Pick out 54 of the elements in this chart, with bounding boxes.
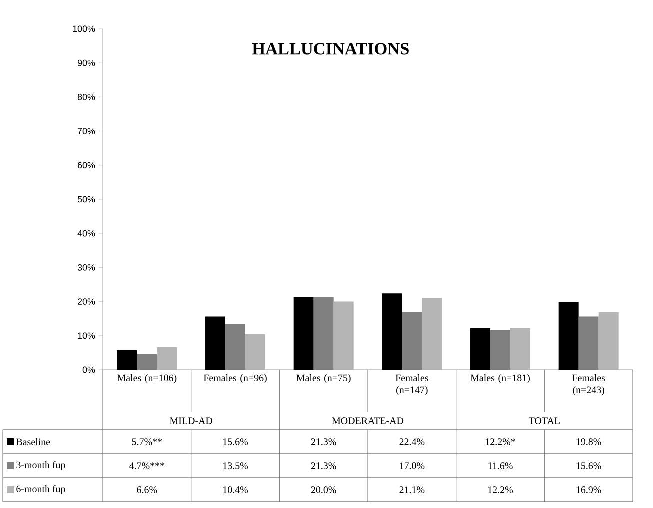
bar [117,350,138,370]
x-tick-label: Males (n=181) [470,374,530,384]
bar [294,297,314,370]
text: MILD-AD [170,418,213,424]
y-tick-label: 30% [78,264,96,271]
y-tick-label: 90% [78,60,96,66]
legend-label: 3-month fup [16,461,66,471]
text: MODERATE-AD [332,418,404,424]
data-label: 15.6% [224,438,248,446]
bar [382,294,402,370]
data-label: 21.3% [311,438,336,446]
legend-label: Baseline [16,438,50,446]
data-label: 12.2%* [486,438,516,446]
data-label: 6.6% [137,486,158,494]
data-label: 4.7%*** [130,462,165,470]
y-tick-label: 60% [78,162,96,169]
data-label: 10.4% [224,486,248,494]
data-label: 21.1% [400,486,425,494]
text: TOTAL [529,418,560,424]
data-label: 11.6% [488,462,513,470]
y-tick-label: 20% [78,298,96,305]
bar [206,316,226,370]
bar [334,302,354,370]
y-tick-label: 70% [78,128,96,134]
bar [470,328,491,370]
bar [246,334,266,370]
y-tick-label: 100% [73,26,96,32]
x-tick-label: Males (n=75) [296,374,351,384]
data-label: 5.7%** [132,438,162,446]
bar [422,298,442,370]
data-label: 15.6% [576,462,602,470]
y-tick-label: 0% [82,366,96,374]
bar [598,312,619,370]
data-label: 19.8% [576,438,602,446]
y-tick-label: 10% [78,332,96,340]
y-tick-label: 50% [78,196,96,203]
x-tick-label: Females (n=147) [396,374,428,396]
legend-label: 6-month fup [16,485,66,495]
x-tick-label: Females (n=96) [204,374,267,384]
y-tick-label: 40% [78,230,96,237]
bar [558,302,579,370]
data-label: 13.5% [224,462,248,470]
bar [157,347,178,370]
y-tick-label: 80% [78,94,96,100]
data-label: 16.9% [576,486,602,494]
data-label: 22.4% [400,438,425,446]
x-tick-label: Females (n=243) [572,374,606,396]
data-label: 17.0% [400,462,425,470]
text: HALLUCINATIONS [252,43,409,55]
data-label: 12.2% [488,486,514,494]
bar [510,328,531,370]
data-label: 21.3% [311,462,336,470]
x-tick-label: Males (n=106) [118,374,177,384]
data-label: 20.0% [311,486,336,494]
